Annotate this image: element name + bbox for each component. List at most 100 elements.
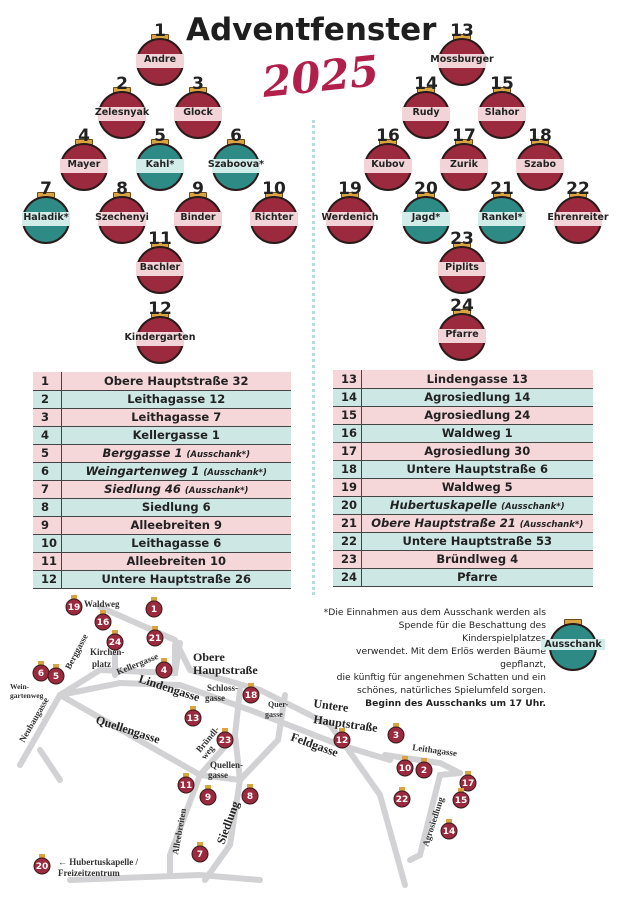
- row-number: 2: [33, 390, 62, 409]
- note-start-time: Beginn des Ausschanks um 17 Uhr.: [365, 698, 546, 709]
- ornament-number: 13: [450, 21, 474, 41]
- table-row: 8 Siedlung 6: [33, 498, 291, 517]
- marker-number: 15: [455, 796, 468, 806]
- table-row: 16 Waldweg 1: [333, 424, 593, 443]
- row-address: Hubertuskapelle (Ausschank*): [361, 496, 593, 515]
- ornament-number: 9: [192, 179, 204, 199]
- marker-number: 13: [187, 714, 200, 724]
- map-marker-13: 13: [184, 706, 202, 727]
- row-address: Leithagasse 12: [61, 390, 291, 409]
- row-address: Bründlweg 4: [361, 550, 593, 569]
- row-number: 14: [333, 388, 362, 407]
- marker-number: 10: [399, 764, 412, 774]
- row-number: 20: [333, 496, 362, 515]
- map-marker-22: 22: [393, 787, 411, 808]
- table-row: 4 Kellergasse 1: [33, 426, 291, 445]
- address-text: Siedlung 46: [104, 482, 181, 496]
- ornament-number: 24: [450, 296, 474, 316]
- hubertus-label: ← Hubertuskapelle /: [58, 857, 139, 867]
- street-label: Wein-: [10, 682, 30, 691]
- marker-number: 17: [462, 779, 475, 789]
- legend-label: Ausschank: [541, 639, 605, 650]
- table-row: 9 Alleebreiten 9: [33, 516, 291, 535]
- marker-number: 4: [161, 666, 167, 676]
- ornament-number: 8: [116, 179, 128, 199]
- address-note: (Ausschank*): [203, 468, 267, 478]
- ornament-name: Szabo: [523, 159, 557, 170]
- row-address: Agrosiedlung 14: [361, 388, 593, 407]
- ornament-name: Glock: [183, 107, 213, 118]
- ornament-number: 17: [452, 126, 476, 146]
- table-row: 3 Leithagasse 7: [33, 408, 291, 427]
- street-label: Hauptstraße: [313, 712, 380, 735]
- page-title: Adventfenster: [186, 12, 437, 48]
- ornament-number: 5: [154, 126, 166, 146]
- marker-number: 18: [245, 691, 258, 701]
- row-address: Waldweg 5: [361, 478, 593, 497]
- street-label: gasse: [265, 710, 283, 719]
- ornament-name: Kindergarten: [124, 332, 196, 343]
- map-marker-5: 5: [47, 664, 65, 685]
- note-line: *Die Einnahmen aus dem Ausschank werden …: [323, 607, 546, 618]
- address-text: Weingartenweg 1: [85, 464, 200, 478]
- row-number: 8: [33, 498, 62, 517]
- table-row: 20 Hubertuskapelle (Ausschank*): [333, 496, 593, 515]
- ornament-name: Kubov: [371, 159, 405, 170]
- address-text: Leithagasse 7: [131, 410, 222, 424]
- marker-number: 12: [336, 736, 349, 746]
- row-number: 11: [33, 552, 62, 571]
- ornament-name: Szaboova*: [207, 159, 265, 170]
- street-label: gartenweg: [10, 691, 44, 700]
- map-marker-21: 21: [146, 626, 164, 647]
- ornament-name: Szechenyi: [95, 212, 149, 223]
- map-marker-24: 24: [106, 630, 124, 651]
- address-text: Agrosiedlung 14: [424, 390, 531, 404]
- ornament-number: 2: [116, 74, 128, 94]
- map-marker-17: 17: [459, 771, 477, 792]
- row-address: Leithagasse 6: [61, 534, 291, 553]
- ornament-number: 7: [40, 179, 52, 199]
- row-address: Obere Hauptstraße 32: [61, 372, 291, 391]
- address-text: Obere Hauptstraße 32: [104, 373, 249, 388]
- marker-number: 1: [151, 605, 157, 615]
- row-address: Pfarre: [361, 568, 593, 587]
- ornament-number: 15: [490, 74, 514, 94]
- row-address: Untere Hauptstraße 6: [361, 460, 593, 479]
- marker-number: 6: [38, 669, 44, 679]
- row-address: Berggasse 1 (Ausschank*): [61, 444, 291, 463]
- map-marker-20: 20: [33, 854, 51, 875]
- table-row: 22 Untere Hauptstraße 53: [333, 532, 593, 551]
- row-number: 3: [33, 408, 62, 427]
- marker-number: 3: [393, 731, 399, 741]
- table-row: 23 Bründlweg 4: [333, 550, 593, 569]
- street-label: Quer-: [268, 700, 288, 709]
- ornament-number: 4: [78, 126, 90, 146]
- row-number: 22: [333, 532, 362, 551]
- row-address: Siedlung 46 (Ausschank*): [61, 480, 291, 499]
- ornament-name: Rankel*: [481, 212, 523, 223]
- ornament-name: Andre: [143, 54, 177, 65]
- street-label: Kirchen-: [90, 647, 124, 657]
- address-text: Hubertuskapelle: [389, 498, 498, 512]
- row-number: 12: [33, 570, 62, 589]
- row-number: 13: [333, 370, 362, 389]
- street-label: Schloss-: [207, 683, 238, 693]
- street-label: Untere: [313, 696, 350, 715]
- row-address: Siedlung 6: [61, 498, 291, 517]
- note-line: schönes, natürliches Spielumfeld sorgen.: [356, 685, 546, 696]
- map-marker-4: 4: [155, 658, 173, 679]
- marker-number: 2: [421, 766, 427, 776]
- marker-number: 21: [149, 634, 162, 644]
- address-text: Alleebreiten 9: [130, 518, 223, 532]
- address-text: Siedlung 6: [141, 500, 211, 514]
- marker-number: 8: [247, 792, 253, 802]
- marker-number: 23: [219, 736, 232, 746]
- address-text: Leithagasse 12: [127, 392, 226, 406]
- ornament-number: 20: [414, 179, 438, 199]
- address-text: Pfarre: [457, 570, 498, 584]
- ornament-number: 6: [230, 126, 242, 146]
- row-address: Lindengasse 13: [361, 370, 593, 389]
- row-number: 5: [33, 444, 62, 463]
- ornament-number: 22: [566, 179, 590, 199]
- street-label: Waldweg: [84, 599, 120, 609]
